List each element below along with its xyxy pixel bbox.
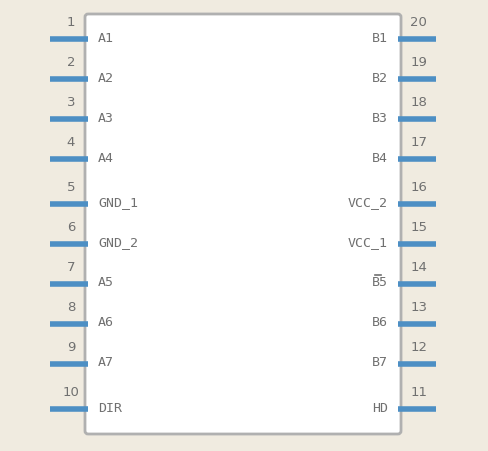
Text: 16: 16	[410, 180, 427, 193]
Text: A1: A1	[98, 32, 114, 44]
Text: 12: 12	[410, 340, 427, 353]
Text: 19: 19	[410, 56, 427, 69]
Text: 14: 14	[410, 260, 427, 273]
Text: VCC_2: VCC_2	[348, 196, 388, 209]
FancyBboxPatch shape	[85, 15, 401, 434]
Text: 11: 11	[410, 385, 427, 398]
Text: A6: A6	[98, 316, 114, 329]
Text: B5: B5	[372, 276, 388, 289]
Text: 20: 20	[410, 16, 427, 29]
Text: B4: B4	[372, 151, 388, 164]
Text: 8: 8	[67, 300, 75, 313]
Text: 9: 9	[67, 340, 75, 353]
Text: HD: HD	[372, 400, 388, 414]
Text: GND_2: GND_2	[98, 236, 138, 249]
Text: A5: A5	[98, 276, 114, 289]
Text: 3: 3	[67, 96, 75, 109]
Text: A7: A7	[98, 356, 114, 368]
Text: A2: A2	[98, 71, 114, 84]
Text: 7: 7	[67, 260, 75, 273]
Text: 17: 17	[410, 136, 427, 149]
Text: 4: 4	[67, 136, 75, 149]
Text: 2: 2	[67, 56, 75, 69]
Text: 1: 1	[67, 16, 75, 29]
Text: DIR: DIR	[98, 400, 122, 414]
Text: GND_1: GND_1	[98, 196, 138, 209]
Text: 18: 18	[410, 96, 427, 109]
Text: 15: 15	[410, 221, 427, 234]
Text: 6: 6	[67, 221, 75, 234]
Text: VCC_1: VCC_1	[348, 236, 388, 249]
Text: B7: B7	[372, 356, 388, 368]
Text: B6: B6	[372, 316, 388, 329]
Text: B3: B3	[372, 111, 388, 124]
Text: B1: B1	[372, 32, 388, 44]
Text: 13: 13	[410, 300, 427, 313]
Text: A3: A3	[98, 111, 114, 124]
Text: B2: B2	[372, 71, 388, 84]
Text: A4: A4	[98, 151, 114, 164]
Text: 10: 10	[62, 385, 80, 398]
Text: 5: 5	[67, 180, 75, 193]
